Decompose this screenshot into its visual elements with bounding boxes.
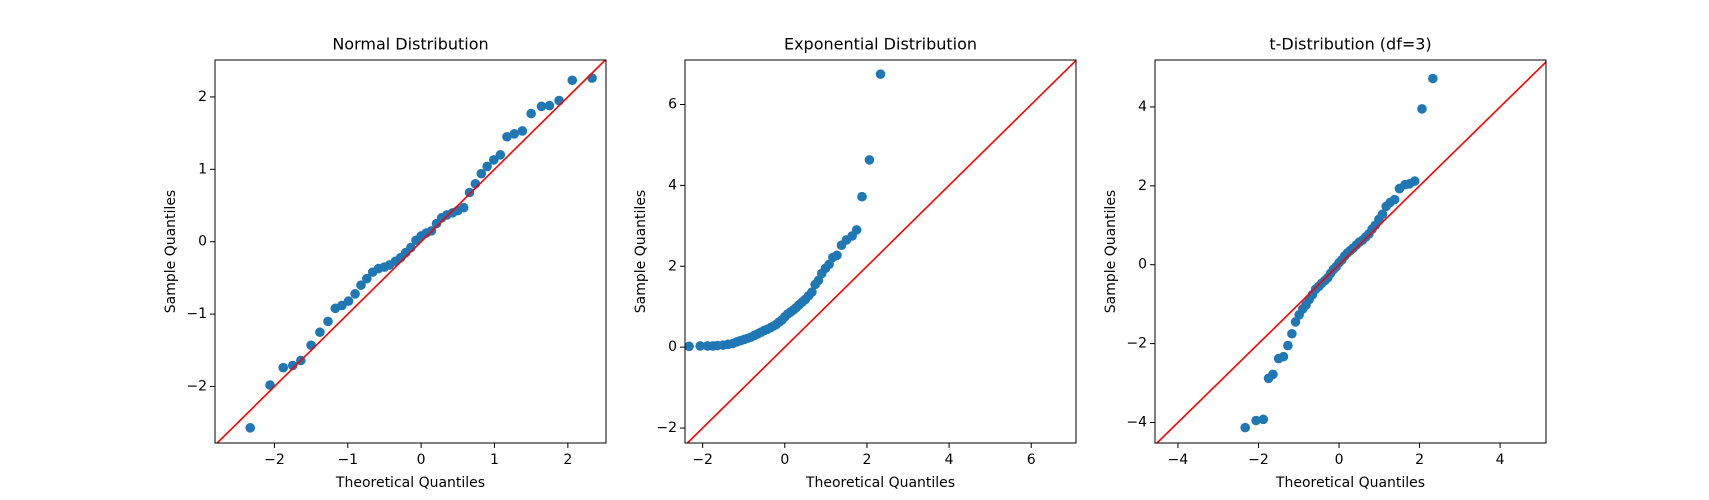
point: [488, 155, 499, 165]
y-tick-label: 0: [1138, 257, 1147, 273]
x-tick-label: −2: [692, 452, 713, 468]
x-axis-label: Theoretical Quantiles: [1275, 475, 1425, 491]
y-tick-label: 2: [1138, 178, 1147, 194]
subplot: −2 −1 0 1 2 −2 −1 0 1 2 Normal Distribution Theoret…: [163, 35, 607, 491]
point: [544, 100, 555, 111]
point: [495, 150, 506, 160]
y-tick-label: 0: [668, 339, 677, 355]
reference-line: [1156, 61, 1546, 443]
point: [343, 296, 354, 306]
point: [567, 75, 578, 86]
x-tick-label: −4: [1168, 452, 1189, 468]
x-tick-label: 1: [490, 452, 499, 468]
point: [864, 155, 875, 165]
reference-line: [216, 60, 606, 443]
point: [1290, 317, 1301, 327]
x-tick-label: 6: [1027, 452, 1036, 468]
x-axis-label: Theoretical Quantiles: [805, 475, 955, 491]
y-tick-label: 6: [668, 96, 677, 112]
point: [1287, 328, 1297, 339]
y-tick-label: −4: [1126, 414, 1147, 430]
plot-area: [1156, 61, 1546, 443]
subplot: −4 −2 0 2 4 −4 −2 0 2 4 t-Distribution (df=3) Theor…: [1103, 35, 1547, 491]
axes-frame: [1154, 59, 1547, 444]
point: [356, 280, 366, 290]
point: [1428, 73, 1438, 84]
x-axis-label: Theoretical Quantiles: [335, 475, 485, 491]
y-tick-label: −1: [186, 306, 207, 322]
y-tick-label: 2: [668, 258, 677, 274]
point: [536, 101, 547, 112]
reference-line: [686, 60, 1076, 443]
y-tick-label: 4: [1138, 99, 1147, 115]
point: [1389, 194, 1400, 205]
point: [464, 187, 475, 198]
x-tick-label: −1: [337, 452, 358, 468]
point: [1258, 414, 1269, 425]
x-tick-label: 2: [563, 452, 572, 468]
x-tick-label: 4: [1496, 452, 1505, 468]
y-tick-label: 0: [198, 234, 207, 250]
y-tick-label: 2: [198, 89, 207, 105]
point: [1240, 422, 1250, 433]
point: [245, 422, 256, 433]
chart-title: Exponential Distribution: [784, 35, 977, 54]
point: [287, 360, 298, 371]
point: [315, 327, 325, 338]
axes-frame: [214, 59, 607, 444]
point: [685, 341, 694, 352]
point: [350, 289, 360, 299]
y-tick-label: 1: [198, 161, 207, 177]
point: [362, 273, 372, 284]
x-tick-label: 2: [1415, 452, 1424, 468]
point: [1278, 351, 1289, 362]
point: [851, 225, 862, 235]
point: [1417, 104, 1427, 114]
point: [323, 316, 333, 327]
point: [278, 362, 289, 373]
point: [832, 250, 842, 261]
x-tick-label: 0: [1335, 452, 1344, 468]
y-tick-label: −2: [1126, 336, 1147, 352]
point: [502, 131, 512, 142]
point: [554, 95, 564, 106]
x-tick-label: −2: [1248, 452, 1269, 468]
y-axis-label: Sample Quantiles: [163, 190, 179, 313]
point: [458, 202, 469, 213]
x-tick-label: 0: [780, 452, 789, 468]
point: [526, 108, 536, 119]
y-tick-label: −2: [656, 420, 677, 436]
y-axis-label: Sample Quantiles: [633, 190, 649, 313]
axes-frame: [684, 59, 1077, 444]
point: [509, 129, 520, 139]
y-tick-label: 4: [668, 177, 677, 193]
point: [807, 287, 817, 297]
point: [306, 340, 316, 351]
point: [482, 161, 492, 172]
chart-title: t-Distribution (df=3): [1269, 35, 1431, 54]
x-tick-label: 2: [862, 452, 871, 468]
point: [1268, 369, 1278, 380]
point: [857, 191, 867, 202]
point: [587, 73, 597, 83]
point: [1409, 176, 1420, 186]
x-tick-label: 4: [945, 452, 954, 468]
x-tick-label: 0: [417, 452, 426, 468]
point: [875, 69, 886, 79]
y-tick-label: −2: [186, 379, 207, 395]
point: [1377, 209, 1388, 220]
plot-area: [216, 60, 606, 443]
point: [1251, 415, 1261, 426]
x-tick-label: −2: [264, 452, 285, 468]
plot-area: [685, 60, 1076, 443]
subplot: −2 0 2 4 6 −2 0 2 4 6 Exponential Distribution Theo…: [633, 35, 1077, 491]
point: [1283, 340, 1293, 351]
chart-title: Normal Distribution: [332, 35, 488, 54]
y-axis-label: Sample Quantiles: [1103, 190, 1119, 313]
point: [517, 126, 528, 136]
point: [695, 341, 705, 351]
point: [476, 168, 487, 179]
